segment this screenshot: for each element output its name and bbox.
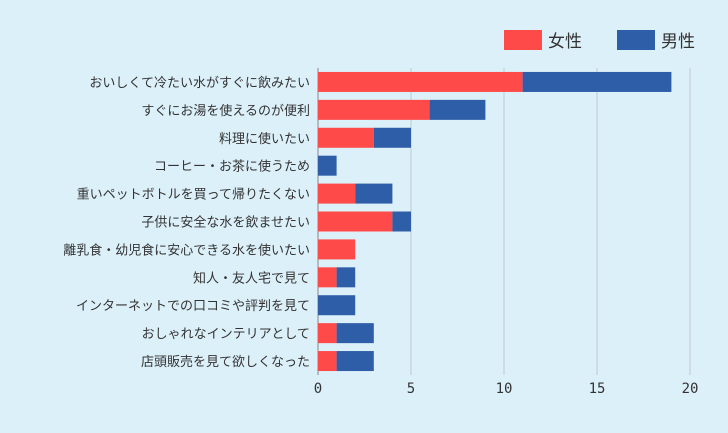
x-tick-label: 5 xyxy=(407,381,415,397)
category-label: すぐにお湯を使えるのが便利 xyxy=(141,103,310,119)
category-label: 知人・友人宅で見て xyxy=(193,270,310,286)
bar-male xyxy=(392,211,411,232)
x-tick-label: 20 xyxy=(682,381,699,397)
category-label: 重いペットボトルを買って帰りたくない xyxy=(77,187,310,203)
bar-female xyxy=(318,323,337,344)
category-label: 店頭販売を見て欲しくなった xyxy=(141,354,310,370)
x-tick-label: 10 xyxy=(496,381,513,397)
bar-female xyxy=(318,267,337,288)
bar-male xyxy=(373,127,411,148)
bars xyxy=(318,71,672,372)
category-label: おしゃれなインテリアとして xyxy=(142,327,310,342)
category-label: 子供に安全な水を飲ませたい xyxy=(141,215,310,231)
bar-female xyxy=(318,71,523,92)
bar-female xyxy=(318,211,393,232)
legend-label: 女性 xyxy=(548,32,582,52)
x-tick-labels: 0 5 10 15 20 xyxy=(314,381,699,397)
bar-female xyxy=(318,127,374,148)
category-label: 離乳食・幼児食に安心できる水を使いたい xyxy=(63,242,310,258)
category-label: 料理に使いたい xyxy=(219,131,310,147)
legend: 女性 男性 xyxy=(504,30,695,52)
bar-male xyxy=(355,183,393,204)
bar-female xyxy=(318,99,430,120)
x-tick-label: 15 xyxy=(589,381,606,397)
bar-male xyxy=(336,323,374,344)
bar-male xyxy=(318,155,337,176)
bar-female xyxy=(318,239,356,260)
category-label: インターネットでの口コミや評判を見て xyxy=(76,299,310,314)
bar-male xyxy=(522,71,672,92)
bar-female xyxy=(318,183,356,204)
bar-male xyxy=(336,267,356,288)
bar-male xyxy=(336,351,374,372)
category-label: コーヒー・お茶に使うため xyxy=(154,159,310,175)
legend-label: 男性 xyxy=(661,32,695,52)
category-labels: おいしくて冷たい水がすぐに飲みたいすぐにお湯を使えるのが便利料理に使いたいコーヒ… xyxy=(63,75,310,370)
bar-female xyxy=(318,351,337,372)
legend-swatch xyxy=(617,30,655,50)
bar-male xyxy=(318,295,356,316)
legend-swatch xyxy=(504,30,542,50)
bar-male xyxy=(429,99,486,120)
x-tick-label: 0 xyxy=(314,381,322,397)
category-label: おいしくて冷たい水がすぐに飲みたい xyxy=(89,75,310,91)
